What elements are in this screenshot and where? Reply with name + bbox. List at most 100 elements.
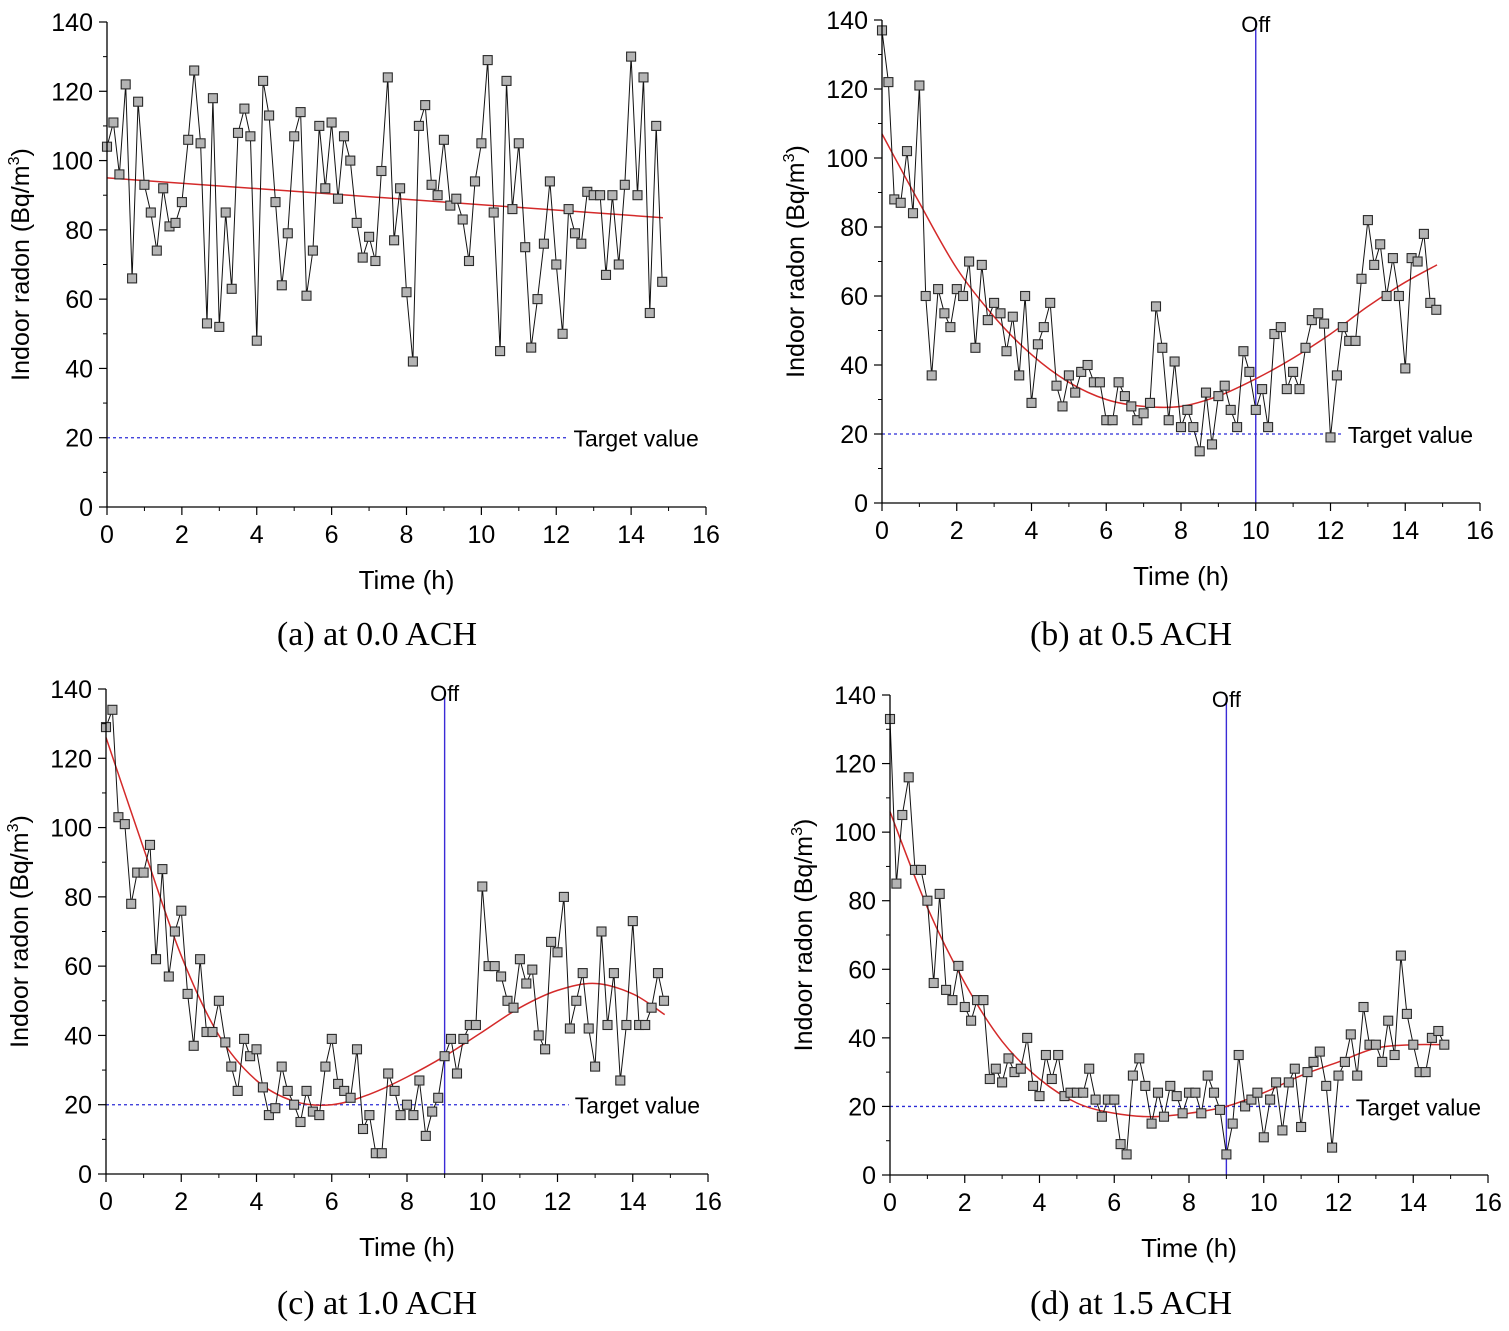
data-point (1163, 415, 1174, 426)
data-point (891, 878, 902, 889)
data-point (1258, 1132, 1269, 1143)
data-point (1034, 1091, 1045, 1102)
data-point (1140, 1080, 1151, 1091)
data-point (1369, 259, 1380, 270)
data-point (1345, 1029, 1356, 1040)
x-tick-label: 10 (467, 521, 495, 549)
data-point (640, 1019, 651, 1031)
x-tick-label: 0 (883, 1189, 897, 1217)
data-point (195, 954, 206, 965)
data-point (590, 1061, 601, 1072)
data-point (1225, 404, 1236, 415)
data-point (438, 134, 449, 145)
data-point (1020, 290, 1031, 302)
data-point (1425, 297, 1436, 308)
data-point (1362, 215, 1373, 226)
data-point (1358, 1001, 1369, 1013)
y-axis-label-main: Indoor radon (Bq/m (790, 836, 818, 1051)
data-point (1400, 363, 1411, 374)
data-point (401, 287, 412, 298)
data-point (245, 1051, 256, 1062)
data-point (1408, 1039, 1419, 1050)
data-point (458, 1033, 469, 1044)
data-point (1269, 328, 1280, 340)
data-point (289, 1099, 300, 1110)
data-point (414, 1075, 425, 1086)
data-point (596, 926, 607, 937)
data-point (351, 1044, 363, 1055)
data-point (119, 819, 130, 830)
data-point (307, 245, 318, 256)
data-point (1032, 339, 1043, 350)
data-point (1277, 1125, 1288, 1136)
target-label: Target value (573, 426, 698, 452)
data-point (569, 228, 581, 239)
data-point (915, 864, 927, 875)
data-point (903, 772, 914, 783)
y-tick-label: 80 (848, 888, 876, 916)
y-axis-label: Indoor radon (Bq/m3) (789, 819, 818, 1052)
y-tick-label: 140 (51, 9, 93, 37)
data-point (563, 204, 574, 215)
caption-d: (d) at 1.5 ACH (1029, 1285, 1233, 1322)
data-point (1401, 1008, 1412, 1019)
data-point (451, 193, 462, 204)
data-point (320, 1061, 331, 1072)
series-line (106, 56, 663, 362)
data-point (220, 207, 231, 218)
data-point (621, 1019, 632, 1031)
data-point (257, 1082, 268, 1093)
x-tick-label: 2 (175, 521, 189, 549)
data-point (564, 1023, 575, 1034)
data-point (1393, 290, 1404, 302)
data-point (982, 315, 993, 326)
panel-b: Target value Off 0 2 4 6 8 10 12 14 16 0 20 40 60 80 100… (754, 0, 1508, 665)
chart-b: Target value Off 0 2 4 6 8 10 12 14 16 0 20 40 60 80 100… (781, 7, 1494, 591)
data-point (332, 193, 344, 204)
data-point (532, 294, 543, 305)
data-point (1250, 404, 1261, 415)
data-point (1132, 415, 1143, 426)
caption-c: (c) at 1.0 ACH (276, 1285, 478, 1322)
x-tick-label: 14 (1399, 1189, 1427, 1217)
off-label: Off (1212, 687, 1242, 712)
data-point (364, 231, 375, 242)
data-point (420, 100, 431, 111)
data-point (1109, 1094, 1120, 1105)
data-point (1233, 1049, 1244, 1061)
data-point (646, 1002, 657, 1013)
data-point (1053, 1049, 1064, 1061)
data-point (339, 1085, 350, 1096)
target-label: Target value (1356, 1094, 1481, 1120)
data-point (251, 335, 262, 346)
data-point (489, 961, 500, 972)
data-point (907, 208, 919, 219)
data-point (133, 96, 144, 107)
y-axis-label-close: ) (790, 819, 818, 827)
data-point (169, 926, 180, 937)
data-point (357, 252, 368, 263)
data-point (1350, 335, 1361, 346)
data-point (627, 916, 638, 927)
data-point (651, 120, 662, 131)
data-point (1439, 1039, 1450, 1050)
caption-a: (a) at 0.0 ACH (276, 616, 478, 653)
x-tick-label: 8 (400, 1188, 414, 1216)
data-point (989, 297, 1000, 308)
data-point (113, 812, 124, 823)
data-point (1306, 315, 1317, 326)
data-point (1022, 1032, 1033, 1043)
x-tick-label: 16 (692, 521, 720, 549)
x-tick-label: 10 (468, 1188, 496, 1216)
data-point (451, 1068, 463, 1079)
x-axis-label: Time (h) (1133, 561, 1229, 591)
data-point (928, 977, 939, 989)
y-axis-label-sup: 3 (5, 823, 22, 832)
data-point (897, 809, 908, 821)
data-point (289, 131, 300, 142)
caption-b: (b) at 0.5 ACH (1029, 616, 1233, 653)
data-point (1246, 1094, 1257, 1105)
data-point (1028, 1080, 1039, 1091)
x-tick-label: 4 (1033, 1189, 1047, 1217)
data-point (1126, 401, 1137, 412)
